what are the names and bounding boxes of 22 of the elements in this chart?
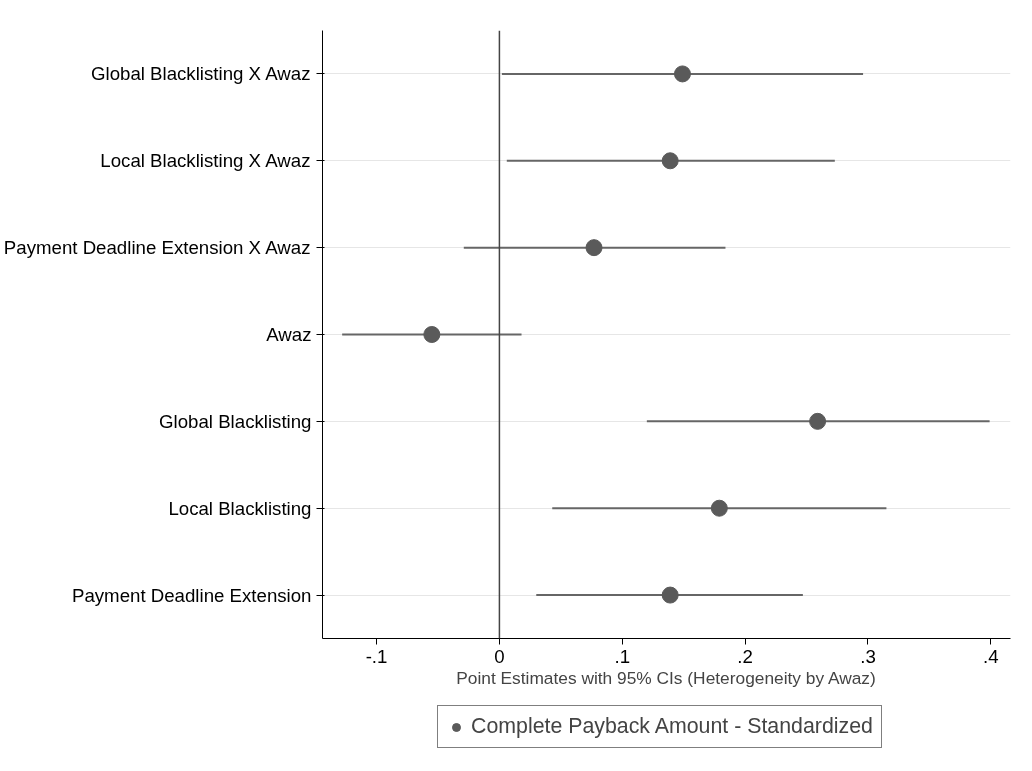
x-tick-label: -.1 (365, 645, 388, 667)
point (673, 65, 691, 83)
legend-label: Complete Payback Amount - Standardized (471, 714, 873, 739)
point (661, 152, 679, 170)
y-tick-label: Payment Deadline Extension X Awaz (3, 237, 311, 259)
x-tick-label: .4 (983, 645, 999, 667)
y-tick-label: Local Blacklisting X Awaz (100, 150, 311, 172)
y-tick-label: Global Blacklisting X Awaz (90, 63, 311, 85)
x-tick-label: .1 (614, 645, 631, 667)
point (809, 412, 827, 430)
point (710, 499, 728, 517)
x-axis-title: Point Estimates with 95% CIs (Heterogeneity by Awaz) (456, 667, 876, 688)
x-tick-label: .3 (860, 645, 876, 667)
point (585, 239, 603, 257)
point (423, 326, 441, 343)
y-tick-label: Awaz (266, 324, 312, 345)
point (661, 586, 679, 604)
y-tick-label: Local Blacklisting (168, 497, 312, 519)
y-tick-label: Payment Deadline Extension (71, 584, 312, 606)
y-tick-label: Global Blacklisting (159, 410, 312, 432)
x-tick-label: .2 (737, 645, 753, 667)
x-tick-label: 0 (494, 645, 505, 667)
